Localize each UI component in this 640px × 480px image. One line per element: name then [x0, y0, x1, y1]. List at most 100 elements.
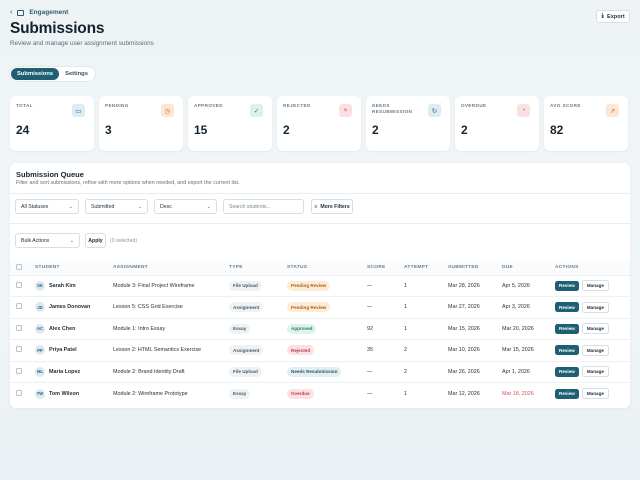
select-all-checkbox[interactable]: [16, 263, 22, 270]
review-button[interactable]: Review: [555, 345, 579, 356]
submissions-table: STUDENT ASSIGNMENT TYPE STATUS SCORE ATT…: [10, 261, 630, 404]
bulk-actions-value: Bulk Actions: [21, 237, 50, 244]
chevron-down-icon: ⌄: [69, 237, 74, 244]
breadcrumb[interactable]: ‹ Engagement: [10, 9, 68, 16]
bulk-actions-select[interactable]: Bulk Actions ⌄: [15, 233, 80, 248]
selected-count: (0 selected): [110, 238, 138, 244]
student-cell: JD James Donovan: [35, 296, 113, 318]
row-select-cell: [10, 382, 35, 404]
col-due[interactable]: DUE: [502, 261, 555, 275]
stat-label: PENDING: [105, 103, 129, 108]
stats-row: TOTAL 24 ▭ PENDING 3 ◷ APPROVED 15 ✓ REJECTED 2 × NE…: [10, 96, 628, 151]
student-name: James Donovan: [49, 304, 91, 311]
sort-order-select[interactable]: Desc ⌄: [154, 199, 217, 214]
assignment-cell: Lesson 5: CSS Grid Exercise: [113, 296, 229, 318]
row-checkbox[interactable]: [16, 367, 22, 374]
type-cell: File Upload: [229, 274, 287, 297]
status-badge: Overdue: [287, 388, 314, 399]
manage-button[interactable]: Manage: [581, 301, 609, 313]
table-row[interactable]: TW Tom Wilson Module 2: Wireframe Prototyp…: [10, 382, 630, 404]
check-circle-icon: ✓: [250, 104, 263, 117]
status-badge: Rejected: [287, 345, 315, 356]
table-row[interactable]: SK Sarah Kim Module 3: Final Project Wiref…: [10, 274, 630, 297]
due-cell: Mar 15, 2026: [502, 339, 555, 361]
submitted-cell: Mar 10, 2026: [448, 339, 502, 361]
row-checkbox[interactable]: [16, 303, 22, 310]
refresh-icon: ↻: [428, 104, 441, 117]
manage-button[interactable]: Manage: [581, 344, 609, 356]
review-button[interactable]: Review: [555, 302, 579, 313]
engagement-icon: [17, 9, 25, 16]
stat-label: APPROVED: [194, 103, 223, 108]
student-name: Sarah Kim: [49, 282, 76, 289]
status-filter-select[interactable]: All Statuses ⌄: [15, 199, 79, 214]
col-actions: ACTIONS: [555, 261, 630, 275]
stat-value: 2: [372, 123, 379, 137]
inbox-icon: ▭: [72, 104, 85, 117]
review-button[interactable]: Review: [555, 388, 579, 399]
student-name: Tom Wilson: [49, 390, 80, 397]
table-row[interactable]: PP Priya Patel Lesson 2: HTML Semantics Ex…: [10, 339, 630, 361]
chevron-left-icon[interactable]: ‹: [10, 9, 13, 16]
export-label: Export: [606, 13, 625, 20]
manage-button[interactable]: Manage: [581, 366, 609, 378]
row-checkbox[interactable]: [16, 324, 22, 331]
tab-settings[interactable]: Settings: [65, 71, 88, 77]
sort-field-select[interactable]: Submitted ⌄: [85, 199, 148, 214]
status-cell: Rejected: [287, 339, 367, 361]
status-cell: Overdue: [287, 382, 367, 404]
actions-cell: Review Manage: [555, 360, 630, 383]
page-title: Submissions: [10, 20, 105, 37]
row-checkbox[interactable]: [16, 281, 22, 288]
manage-button[interactable]: Manage: [581, 388, 609, 399]
col-assignment[interactable]: ASSIGNMENT: [113, 261, 229, 275]
row-select-cell: [10, 360, 35, 383]
tab-submissions[interactable]: Submissions: [11, 68, 60, 80]
score-cell: 35: [367, 339, 404, 361]
apply-button[interactable]: Apply: [85, 233, 106, 248]
row-select-cell: [10, 274, 35, 297]
stat-card-avg-score: AVG SCORE 82 ↗: [544, 96, 628, 151]
stat-label: REJECTED: [283, 103, 311, 108]
manage-button[interactable]: Manage: [581, 323, 609, 335]
table-row[interactable]: AC Alex Chen Module 1: Intro Essay Essay App…: [10, 317, 630, 340]
export-button[interactable]: ⤓ Export: [596, 10, 630, 23]
clock-icon: ◷: [161, 104, 174, 117]
review-button[interactable]: Review: [555, 366, 579, 377]
col-type[interactable]: TYPE: [229, 261, 287, 275]
submission-queue-panel: Submission Queue Filter and sort submiss…: [10, 163, 630, 408]
table-header-row: STUDENT ASSIGNMENT TYPE STATUS SCORE ATT…: [10, 261, 630, 275]
breadcrumb-label[interactable]: Engagement: [29, 9, 69, 16]
attempt-cell: 1: [404, 317, 448, 340]
manage-button[interactable]: Manage: [581, 280, 609, 292]
col-status[interactable]: STATUS: [287, 261, 367, 275]
row-checkbox[interactable]: [16, 346, 22, 353]
col-student[interactable]: STUDENT: [35, 261, 113, 275]
attempt-cell: 2: [404, 360, 448, 383]
table-row[interactable]: JD James Donovan Lesson 5: CSS Grid Exerci…: [10, 296, 630, 318]
more-filters-button[interactable]: ≡ More Filters: [311, 199, 353, 214]
assignment-cell: Module 2: Wireframe Prototype: [113, 382, 229, 404]
search-input[interactable]: Search students...: [223, 199, 304, 214]
chevron-down-icon: ⌄: [137, 203, 142, 210]
divider: [10, 193, 630, 194]
status-filter-value: All Statuses: [21, 203, 49, 210]
queue-subtitle: Filter and sort submissions, refine with…: [16, 180, 240, 186]
row-checkbox[interactable]: [16, 389, 22, 396]
score-cell: —: [367, 296, 404, 318]
stat-label: AVG SCORE: [550, 103, 581, 108]
filter-icon: ≡: [314, 203, 318, 210]
col-score[interactable]: SCORE: [367, 261, 404, 275]
col-submitted[interactable]: SUBMITTED: [448, 261, 502, 275]
divider: [10, 223, 630, 224]
stat-label: OVERDUE: [461, 103, 487, 108]
table-row[interactable]: ML Maria Lopez Module 2: Brand Identity Dr…: [10, 360, 630, 383]
review-button[interactable]: Review: [555, 323, 579, 334]
col-attempt[interactable]: ATTEMPT: [404, 261, 448, 275]
review-button[interactable]: Review: [555, 280, 579, 291]
stat-value: 24: [16, 123, 30, 137]
attempt-cell: 1: [404, 274, 448, 297]
due-cell: Apr 1, 2026: [502, 360, 555, 383]
avatar: AC: [35, 323, 45, 334]
type-badge: Assignment: [229, 302, 264, 313]
